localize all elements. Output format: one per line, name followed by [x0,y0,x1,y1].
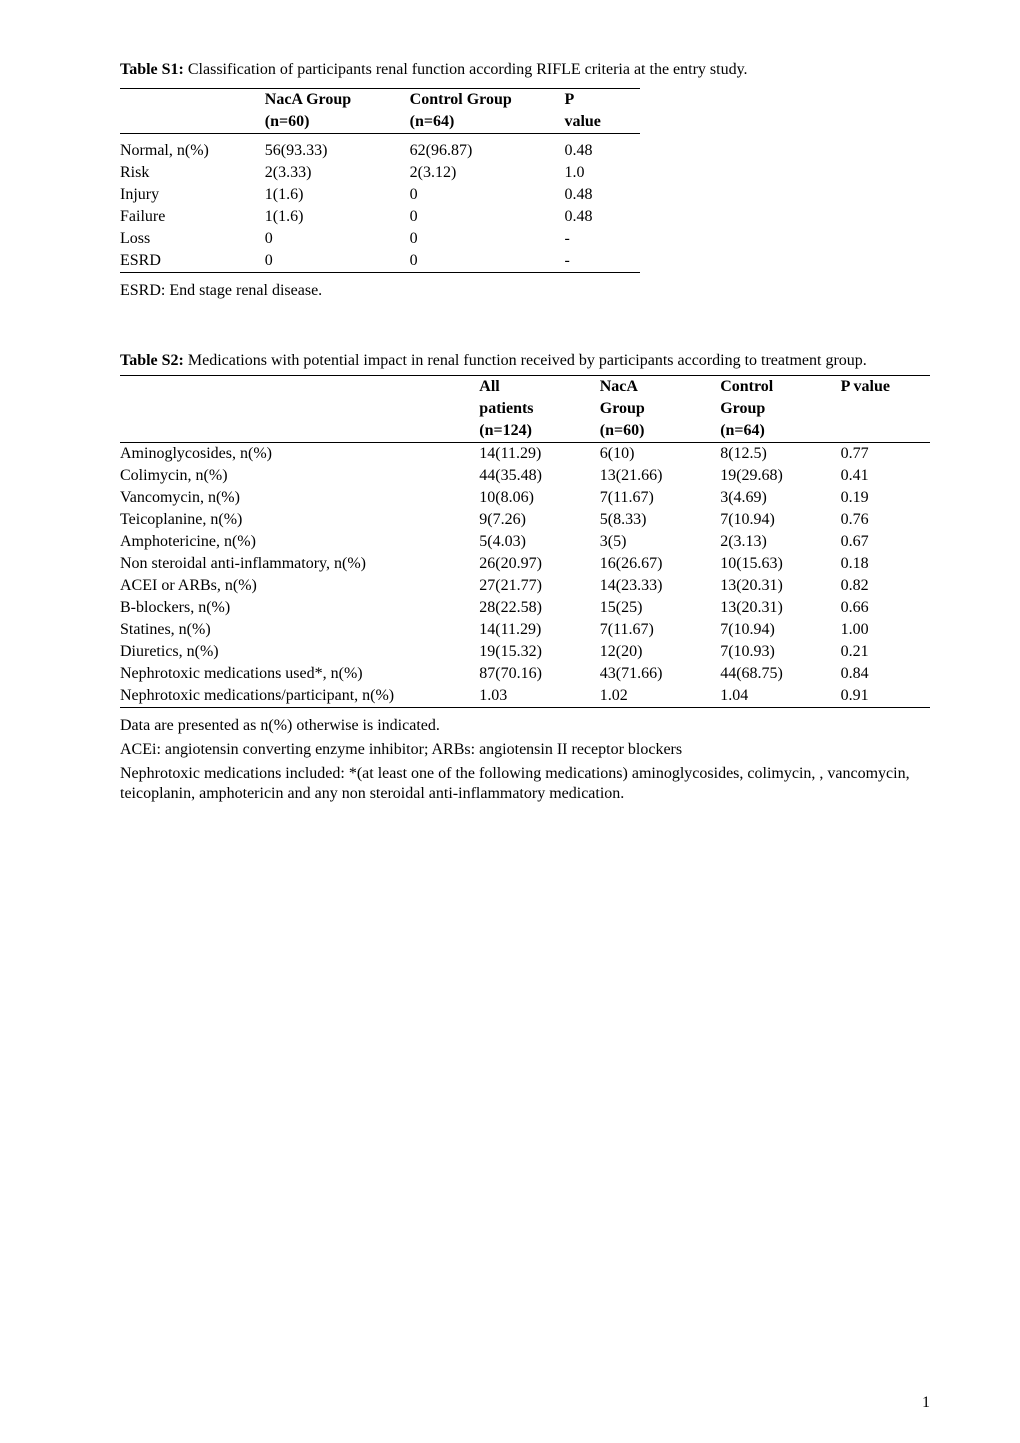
table2-caption-strong: Table S2: [120,352,184,369]
table-row: ACEI or ARBs, n(%) 27(21.77) 14(23.33) 1… [120,575,930,597]
table1-head-blank2 [120,111,265,134]
table1-footnote: ESRD: End stage renal disease. [120,281,930,301]
footnote-line: Data are presented as n(%) otherwise is … [120,716,930,736]
table-row: Statines, n(%) 14(11.29) 7(11.67) 7(10.9… [120,619,930,641]
table2: All NacA Control P value patients Group … [120,375,930,708]
page-number: 1 [922,1393,930,1413]
table1-head-p-b: value [564,111,640,134]
table-row: Injury 1(1.6) 0 0.48 [120,184,640,206]
table-row: B-blockers, n(%) 28(22.58) 15(25) 13(20.… [120,597,930,619]
table1-head-ctrl-b: (n=64) [410,111,565,134]
table1-caption-rest: Classification of participants renal fun… [184,61,748,78]
table2-caption-rest: Medications with potential impact in ren… [184,352,867,369]
table-row: Failure 1(1.6) 0 0.48 [120,206,640,228]
table1-head-blank [120,89,265,112]
cell-p: 0.48 [564,140,640,162]
cell-ctrl: 62(96.87) [410,140,565,162]
table2-footnotes: Data are presented as n(%) otherwise is … [120,716,930,804]
table1-head-nac-a: NacA Group [265,89,410,112]
table-row: Teicoplanine, n(%) 9(7.26) 5(8.33) 7(10.… [120,509,930,531]
footnote-line: Nephrotoxic medications included: *(at l… [120,764,930,804]
table-row: Loss 0 0 - [120,228,640,250]
table1-head-p-a: P [564,89,640,112]
table-row: Colimycin, n(%) 44(35.48) 13(21.66) 19(2… [120,465,930,487]
table2-head-nac-a: NacA [600,376,720,399]
table-row: Nephrotoxic medications used*, n(%) 87(7… [120,663,930,685]
table-row: Non steroidal anti-inflammatory, n(%) 26… [120,553,930,575]
table-row: Nephrotoxic medications/participant, n(%… [120,685,930,708]
table2-head-ctrl-a: Control [720,376,840,399]
table-row: Aminoglycosides, n(%) 14(11.29) 6(10) 8(… [120,443,930,466]
table-row: Amphotericine, n(%) 5(4.03) 3(5) 2(3.13)… [120,531,930,553]
cell-label: Normal, n(%) [120,140,265,162]
table-row: Diuretics, n(%) 19(15.32) 12(20) 7(10.93… [120,641,930,663]
table2-caption: Table S2: Medications with potential imp… [120,351,930,371]
footnote-line: ACEi: angiotensin converting enzyme inhi… [120,740,930,760]
table1-caption-strong: Table S1: [120,61,184,78]
table-row: Normal, n(%) 56(93.33) 62(96.87) 0.48 [120,140,640,162]
table-row: Vancomycin, n(%) 10(8.06) 7(11.67) 3(4.6… [120,487,930,509]
table1: NacA Group Control Group P (n=60) (n=64)… [120,88,640,273]
table2-head-blank [120,376,479,399]
cell-nac: 56(93.33) [265,140,410,162]
table2-head-all-a: All [479,376,599,399]
table1-head-ctrl-a: Control Group [410,89,565,112]
table2-head-p: P value [841,376,930,399]
table-row: Risk 2(3.33) 2(3.12) 1.0 [120,162,640,184]
table1-head-nac-b: (n=60) [265,111,410,134]
table-row: ESRD 0 0 - [120,250,640,273]
table1-caption: Table S1: Classification of participants… [120,60,760,80]
